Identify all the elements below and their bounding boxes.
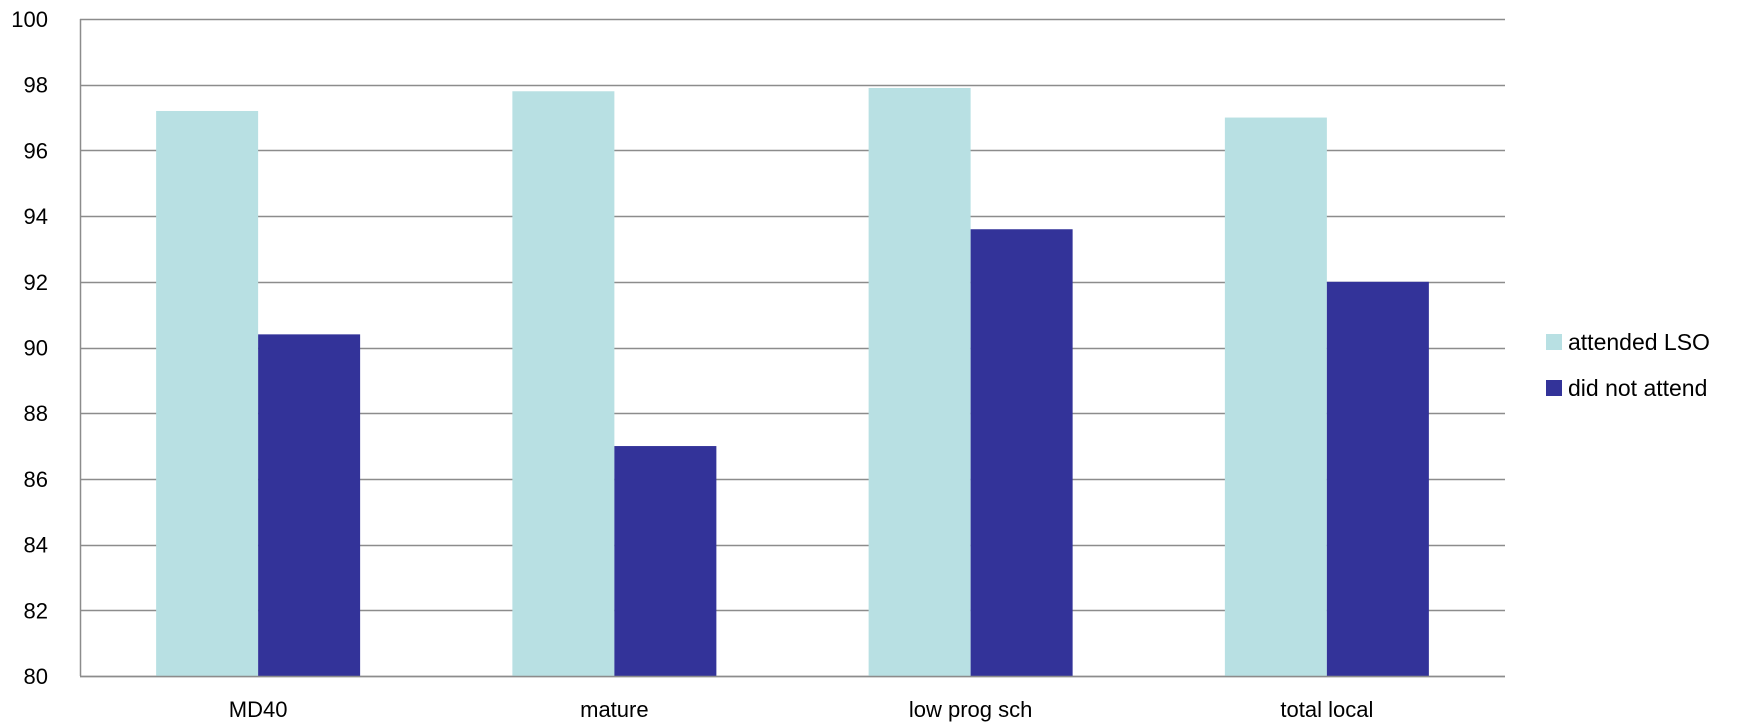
bar-attended-lso-total-local	[1224, 117, 1327, 677]
y-tick-label: 98	[24, 73, 48, 98]
bar-attended-lso-low-prog-sch	[868, 87, 971, 677]
bar-did-not-attend-total-local	[1326, 281, 1429, 676]
y-tick-label: 92	[24, 270, 48, 295]
axes	[79, 19, 1505, 678]
bar-did-not-attend-mature	[614, 446, 717, 676]
legend-label: did not attend	[1568, 375, 1707, 401]
x-tick-label: total local	[1280, 697, 1373, 722]
y-tick-label: 100	[11, 7, 48, 32]
y-tick-label: 88	[24, 401, 48, 426]
bar-did-not-attend-low-prog-sch	[970, 229, 1073, 677]
y-tick-label: 86	[24, 467, 48, 492]
legend: attended LSO did not attend	[1546, 329, 1710, 401]
x-tick-label: MD40	[229, 697, 288, 722]
x-tick-labels: MD40 mature low prog sch total local	[229, 697, 1374, 722]
y-tick-labels: 80 82 84 86 88 90 92 94 96 98 100	[11, 7, 48, 689]
y-tick-label: 96	[24, 138, 48, 163]
legend-swatch	[1546, 334, 1562, 350]
bars	[156, 87, 1429, 677]
x-tick-label: low prog sch	[909, 697, 1033, 722]
y-tick-label: 94	[24, 204, 48, 229]
bar-did-not-attend-md40	[258, 334, 361, 676]
y-tick-label: 90	[24, 336, 48, 361]
bar-attended-lso-md40	[156, 110, 259, 677]
legend-swatch	[1546, 380, 1562, 396]
y-tick-label: 82	[24, 598, 48, 623]
legend-label: attended LSO	[1568, 329, 1710, 355]
bar-attended-lso-mature	[512, 91, 615, 676]
y-tick-label: 80	[24, 664, 48, 689]
y-tick-label: 84	[24, 533, 48, 558]
x-tick-label: mature	[580, 697, 648, 722]
